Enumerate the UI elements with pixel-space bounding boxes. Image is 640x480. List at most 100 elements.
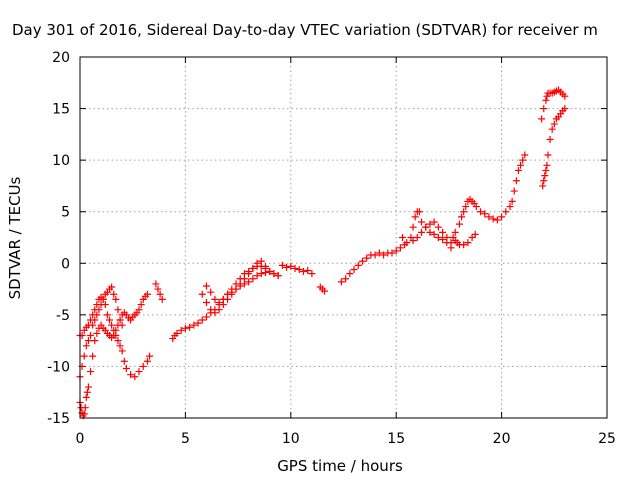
data-point (278, 261, 286, 269)
data-point (413, 234, 421, 241)
data-point (462, 203, 470, 211)
data-point (548, 125, 556, 133)
data-point (546, 136, 554, 144)
x-tick-label: 20 (493, 431, 511, 447)
data-point (544, 151, 552, 159)
data-point (207, 306, 215, 314)
data-point (80, 352, 88, 360)
x-axis-label: GPS time / hours (277, 457, 403, 475)
data-point (87, 331, 95, 339)
data-point (146, 352, 154, 360)
data-point (249, 264, 257, 272)
data-point (181, 324, 189, 332)
data-point (143, 290, 151, 298)
data-point (262, 262, 270, 270)
data-point (84, 337, 92, 345)
data-point (403, 239, 411, 247)
data-point (417, 218, 425, 226)
data-point (443, 234, 451, 241)
data-point (538, 115, 546, 123)
y-tick-label: 15 (52, 102, 70, 118)
data-point (411, 213, 419, 221)
data-point (82, 393, 90, 401)
data-point (93, 311, 101, 319)
data-point (215, 306, 223, 314)
data-point (114, 306, 122, 314)
data-point (321, 287, 329, 295)
data-point (392, 247, 400, 255)
data-point (426, 228, 434, 236)
data-point (447, 239, 455, 247)
data-point (561, 92, 569, 100)
data-point (498, 213, 506, 221)
data-point (186, 323, 194, 331)
data-point (97, 301, 105, 309)
data-point (158, 295, 166, 303)
data-point (257, 270, 265, 278)
data-point (91, 316, 99, 324)
data-point (211, 295, 219, 303)
data-point (249, 275, 257, 283)
data-point (458, 213, 466, 221)
data-point (514, 166, 522, 174)
data-point (375, 249, 383, 257)
data-point (502, 208, 510, 216)
data-point (543, 161, 551, 169)
y-tick-label: -5 (56, 308, 70, 324)
data-point (99, 295, 107, 303)
data-point (262, 269, 270, 277)
data-point (190, 321, 198, 329)
data-point (299, 268, 307, 276)
x-tick-label: 0 (76, 431, 85, 447)
data-point (232, 285, 240, 293)
y-tick-label: 10 (52, 153, 70, 169)
data-point (358, 257, 366, 265)
data-point (464, 239, 472, 247)
data-point (471, 230, 479, 238)
data-point (118, 347, 126, 355)
data-point (422, 223, 430, 231)
grid (80, 57, 607, 418)
data-point (89, 352, 97, 360)
data-point (93, 329, 101, 337)
data-point (283, 263, 291, 271)
y-tick-label: 20 (52, 50, 70, 66)
data-point (543, 92, 551, 100)
data-point (116, 342, 124, 350)
data-point (83, 388, 91, 396)
data-point (472, 203, 480, 211)
data-point (120, 357, 128, 365)
data-point (127, 371, 135, 379)
data-point (143, 357, 151, 365)
x-tick-label: 25 (598, 431, 616, 447)
data-point (485, 213, 493, 221)
data-point (508, 197, 516, 205)
data-point (308, 270, 316, 278)
x-tick-label: 15 (387, 431, 405, 447)
data-point (409, 237, 417, 245)
data-point (82, 342, 90, 350)
data-point (481, 210, 489, 218)
y-tick-label: 0 (61, 256, 70, 272)
data-point (137, 301, 145, 309)
data-point (287, 262, 295, 270)
data-point (139, 362, 147, 370)
data-point (455, 220, 463, 228)
data-point (257, 257, 265, 265)
data-point (337, 278, 345, 286)
y-axis-label: SDTVAR / TECUs (6, 176, 24, 299)
data-point (489, 215, 497, 223)
data-point (561, 105, 569, 113)
data-point (154, 285, 162, 293)
data-point (224, 290, 232, 298)
data-point (81, 404, 89, 412)
data-point (399, 234, 407, 241)
data-point (460, 241, 468, 249)
plot-frame (79, 56, 608, 419)
tick-labels: 0 5 10 15 20 25 -15 -10 -5 0 5 10 15 20 (47, 50, 616, 447)
data-point (434, 223, 442, 231)
data-point (156, 290, 164, 298)
data-point (510, 187, 518, 195)
data-point (135, 306, 143, 314)
